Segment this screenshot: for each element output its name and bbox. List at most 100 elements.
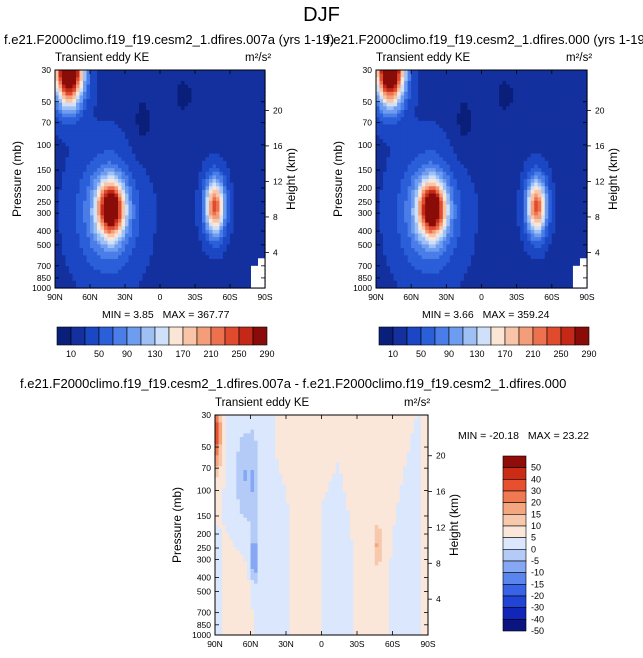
contour-cell: [418, 99, 423, 104]
contour-cell: [439, 131, 444, 136]
contour-cell: [135, 255, 140, 260]
contour-cell: [93, 215, 98, 220]
contour-cell: [111, 120, 116, 126]
contour-cell: [414, 211, 419, 216]
contour-cell: [107, 139, 112, 144]
contour-cell: [418, 211, 423, 216]
contour-cell: [223, 244, 228, 249]
contour-cell: [188, 160, 193, 166]
contour-cell: [139, 193, 144, 198]
contour-cell: [160, 113, 165, 118]
contour-cell: [390, 280, 395, 285]
contour-cell: [418, 193, 423, 198]
contour-cell: [219, 146, 224, 151]
contour-cell: [258, 131, 263, 136]
contour-cell: [446, 189, 451, 195]
contour-cell: [174, 189, 179, 195]
contour-cell: [209, 248, 214, 253]
contour-cell: [167, 226, 172, 231]
contour-cell: [142, 113, 147, 118]
contour-cell: [121, 284, 126, 289]
contour-cell: [104, 149, 109, 155]
contour-cell: [244, 251, 249, 256]
contour-cell: [160, 124, 165, 129]
contour-cell: [393, 222, 398, 227]
contour-cell: [97, 189, 102, 195]
contour-cell: [202, 70, 207, 75]
contour-cell: [188, 135, 193, 140]
contour-cell: [93, 149, 98, 155]
contour-cell: [90, 182, 95, 187]
contour-cell: [425, 164, 430, 169]
contour-cell: [177, 200, 182, 206]
contour-cell: [62, 153, 67, 158]
contour-cell: [261, 211, 266, 216]
contour-cell: [216, 102, 221, 107]
contour-cell: [379, 117, 384, 122]
contour-cell: [104, 142, 109, 147]
contour-cell: [104, 139, 109, 144]
contour-cell: [212, 139, 217, 144]
contour-cell: [432, 95, 437, 100]
contour-cell: [233, 153, 238, 158]
contour-cell: [188, 229, 193, 235]
contour-cell: [414, 149, 419, 155]
contour-cell: [411, 106, 416, 111]
contour-cell: [407, 226, 412, 231]
contour-cell: [209, 80, 214, 86]
contour-cell: [219, 229, 224, 235]
contour-cell: [184, 77, 189, 82]
contour-cell: [439, 237, 444, 242]
contour-cell: [223, 80, 228, 86]
contour-cell: [76, 204, 81, 209]
contour-cell: [233, 117, 238, 122]
contour-cell: [428, 182, 433, 187]
contour-cell: [411, 280, 416, 285]
contour-cell: [254, 131, 259, 136]
contour-cell: [65, 91, 70, 97]
contour-cell: [121, 117, 126, 122]
contour-cell: [97, 80, 102, 86]
contour-cell: [219, 88, 224, 93]
contour-cell: [177, 255, 182, 260]
contour-cell: [397, 113, 402, 118]
contour-cell: [261, 117, 266, 122]
contour-cell: [128, 139, 133, 144]
contour-cell: [174, 139, 179, 144]
contour-cell: [153, 237, 158, 242]
contour-cell: [128, 153, 133, 158]
contour-cell: [258, 186, 263, 191]
contour-cell: [254, 109, 259, 115]
contour-cell: [156, 248, 161, 253]
contour-cell: [446, 208, 451, 213]
contour-cell: [404, 95, 409, 100]
contour-cell: [219, 179, 224, 184]
contour-cell: [93, 84, 98, 89]
contour-cell: [181, 106, 186, 111]
contour-cell: [100, 142, 105, 147]
contour-cell: [76, 157, 81, 162]
contour-cell: [247, 208, 252, 213]
contour-cell: [219, 255, 224, 260]
contour-cell: [191, 229, 196, 235]
contour-cell: [233, 222, 238, 227]
contour-cell: [142, 186, 147, 191]
contour-cell: [439, 215, 444, 220]
contour-cell: [233, 226, 238, 231]
contour-cell: [167, 237, 172, 242]
contour-cell: [79, 128, 84, 133]
contour-cell: [240, 208, 245, 213]
contour-cell: [184, 88, 189, 93]
contour-cell: [233, 266, 238, 271]
contour-cell: [237, 269, 242, 275]
contour-cell: [174, 233, 179, 238]
contour-cell: [191, 168, 196, 173]
contour-cell: [65, 80, 70, 86]
contour-cell: [97, 160, 102, 166]
contour-cell: [421, 186, 426, 191]
contour-cell: [240, 226, 245, 231]
contour-cell: [407, 109, 412, 115]
contour-cell: [439, 255, 444, 260]
contour-cell: [439, 91, 444, 97]
contour-cell: [156, 240, 161, 245]
